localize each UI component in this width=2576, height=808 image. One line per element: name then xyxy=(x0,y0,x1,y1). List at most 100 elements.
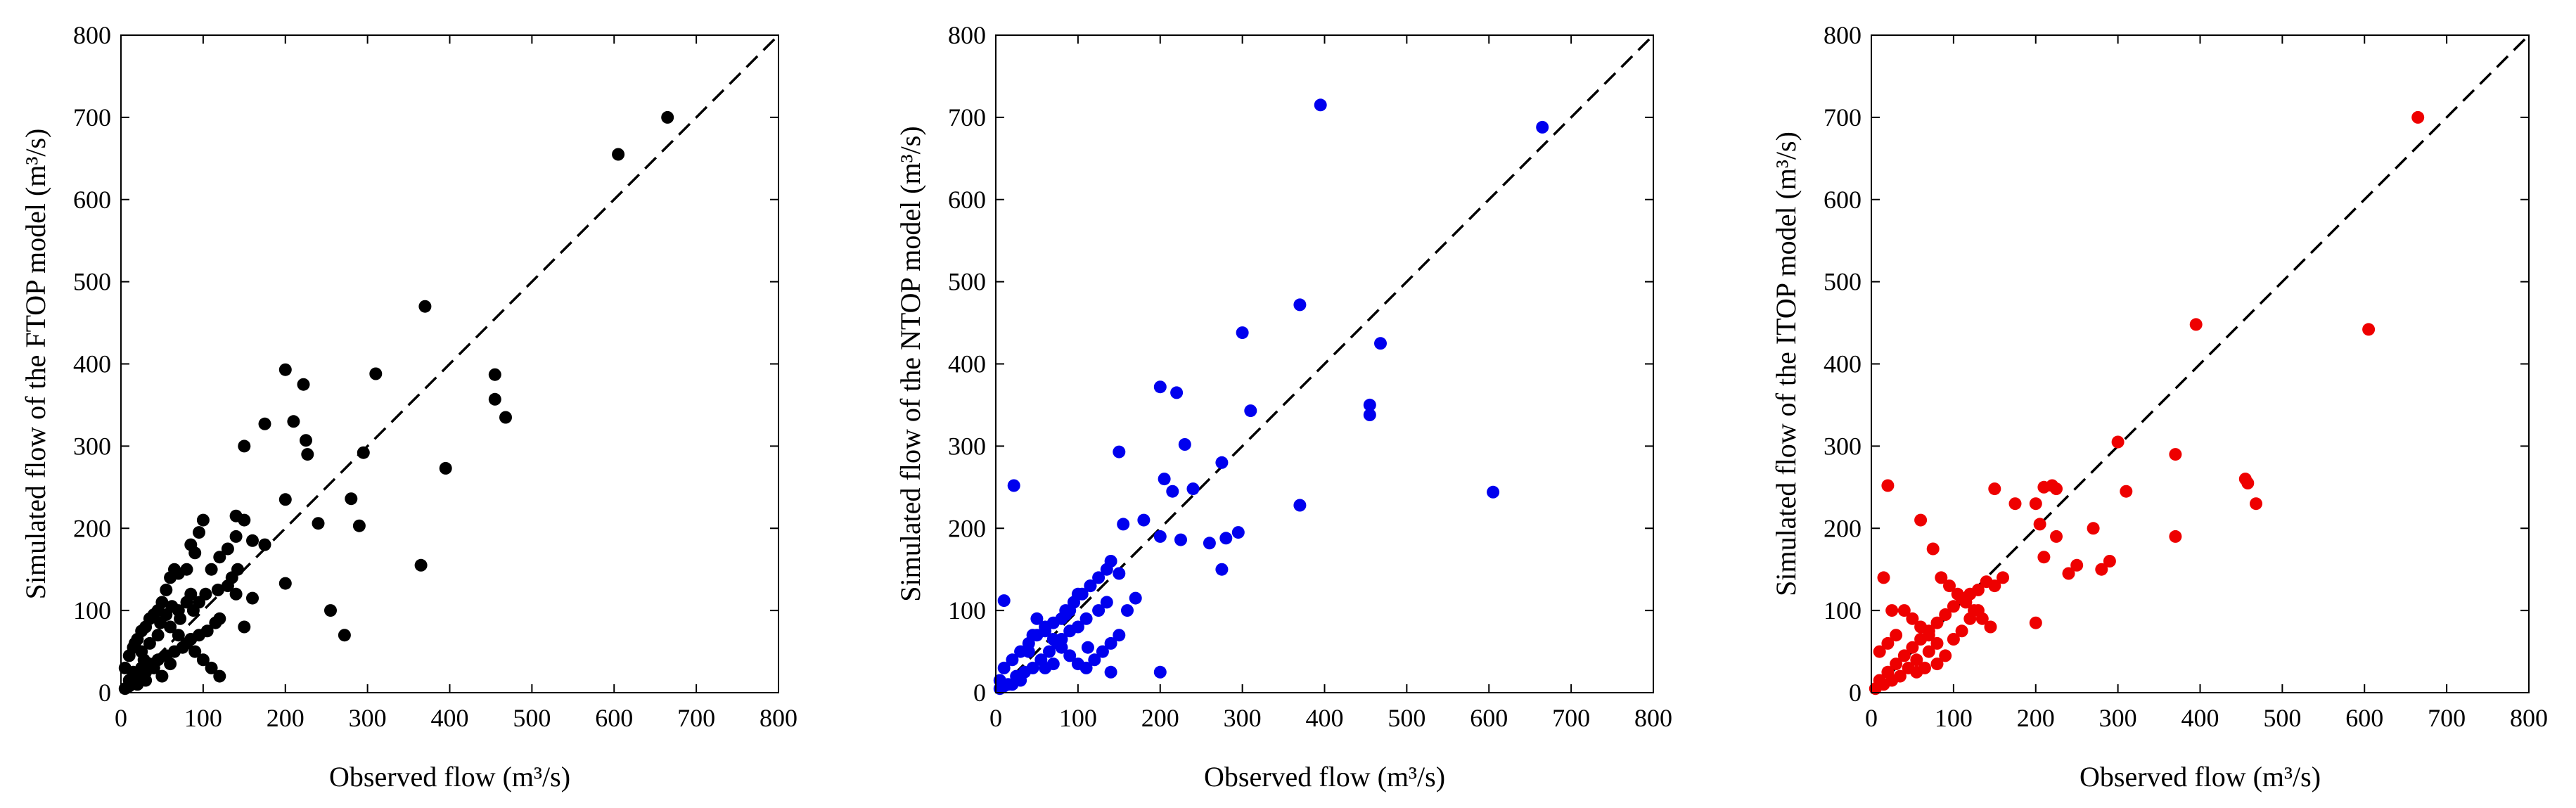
data-point xyxy=(1129,591,1142,605)
data-point xyxy=(278,577,292,590)
x-tick-label: 100 xyxy=(1059,704,1097,732)
data-point xyxy=(1104,665,1117,679)
data-point xyxy=(155,669,169,683)
x-tick-label: 400 xyxy=(1306,704,1344,732)
data-point xyxy=(1374,337,1387,350)
data-point xyxy=(1079,612,1093,625)
data-point xyxy=(488,368,501,381)
y-tick-label: 800 xyxy=(948,21,986,49)
data-point xyxy=(128,636,141,650)
data-point xyxy=(205,661,218,674)
data-point xyxy=(1922,629,1935,642)
data-point xyxy=(1930,658,1944,671)
y-tick-label: 100 xyxy=(1824,596,1861,624)
data-point xyxy=(1039,624,1052,638)
x-tick-label: 500 xyxy=(2263,704,2301,732)
y-tick-label: 700 xyxy=(948,103,986,132)
data-point xyxy=(1984,620,1997,634)
data-point xyxy=(186,604,200,617)
data-point xyxy=(2008,497,2022,511)
data-point xyxy=(137,653,150,667)
data-point xyxy=(1084,579,1097,593)
data-point xyxy=(1046,658,1060,671)
data-point xyxy=(211,583,224,596)
data-point xyxy=(1092,571,1106,584)
data-point xyxy=(2250,497,2262,511)
y-tick-label: 0 xyxy=(973,679,986,707)
data-point xyxy=(118,682,132,695)
data-point xyxy=(1980,575,1993,589)
data-point xyxy=(1963,612,1977,625)
data-point xyxy=(1059,604,1072,617)
data-point xyxy=(1244,404,1257,418)
y-axis-label: Simulated flow of the NTOP model (m³/s) xyxy=(895,126,926,601)
data-point xyxy=(2362,323,2376,336)
x-tick-label: 500 xyxy=(513,704,551,732)
data-point xyxy=(993,682,1006,695)
data-point xyxy=(1079,661,1093,674)
x-tick-label: 300 xyxy=(1224,704,1262,732)
data-point xyxy=(2037,551,2051,564)
data-point xyxy=(278,493,292,506)
data-point xyxy=(1215,563,1229,576)
data-point xyxy=(160,583,173,596)
data-point xyxy=(338,629,351,642)
data-point xyxy=(1055,633,1068,646)
data-point xyxy=(1158,473,1171,486)
data-point xyxy=(1104,636,1117,650)
data-point xyxy=(1930,616,1944,629)
y-tick-label: 500 xyxy=(73,268,111,296)
data-point xyxy=(2411,110,2425,124)
data-point xyxy=(1935,571,1948,584)
data-point xyxy=(205,563,218,576)
data-point xyxy=(1947,633,1960,646)
y-tick-label: 800 xyxy=(73,21,111,49)
data-point xyxy=(1897,649,1911,662)
x-tick-label: 800 xyxy=(2510,704,2548,732)
data-point xyxy=(2029,616,2042,629)
x-tick-label: 800 xyxy=(1634,704,1672,732)
data-point xyxy=(287,415,300,428)
data-point xyxy=(164,571,177,584)
data-point xyxy=(2070,558,2084,572)
x-tick-label: 600 xyxy=(1470,704,1508,732)
data-point xyxy=(1100,563,1113,576)
x-tick-label: 0 xyxy=(115,704,127,732)
data-point xyxy=(229,530,243,543)
data-point xyxy=(1030,612,1044,625)
x-tick-label: 700 xyxy=(1552,704,1590,732)
y-tick-label: 200 xyxy=(948,514,986,542)
data-point xyxy=(1121,604,1134,617)
data-point xyxy=(1170,386,1184,399)
x-tick-label: 0 xyxy=(989,704,1002,732)
y-tick-label: 300 xyxy=(73,432,111,460)
chart-ntop: 0 100 200 300 400 500 600 700 800 0 100 200 300 400 50… xyxy=(895,21,1672,793)
data-point xyxy=(1955,624,1968,638)
data-point xyxy=(418,300,432,313)
x-tick-label: 800 xyxy=(760,704,797,732)
y-axis-label: Simulated flow of the FTOP model (m³/s) xyxy=(20,129,51,600)
data-point xyxy=(352,519,366,532)
data-point xyxy=(439,461,452,475)
data-point xyxy=(1951,587,1964,601)
data-point xyxy=(1203,537,1216,550)
data-point xyxy=(151,629,165,642)
y-tick-label: 700 xyxy=(1824,103,1861,132)
x-tick-label: 700 xyxy=(2428,704,2466,732)
x-tick-label: 300 xyxy=(349,704,387,732)
data-point xyxy=(278,363,292,376)
data-point xyxy=(414,558,428,572)
x-tick-label: 100 xyxy=(184,704,222,732)
data-point xyxy=(231,563,244,576)
data-point xyxy=(196,653,210,667)
data-point xyxy=(1026,629,1039,642)
data-point xyxy=(1971,604,1985,617)
data-point xyxy=(1100,596,1113,609)
data-point xyxy=(2050,530,2063,543)
data-point xyxy=(1068,596,1080,609)
x-tick-label: 500 xyxy=(1388,704,1425,732)
x-tick-label: 700 xyxy=(677,704,715,732)
data-point xyxy=(357,446,370,459)
data-point xyxy=(997,661,1011,674)
